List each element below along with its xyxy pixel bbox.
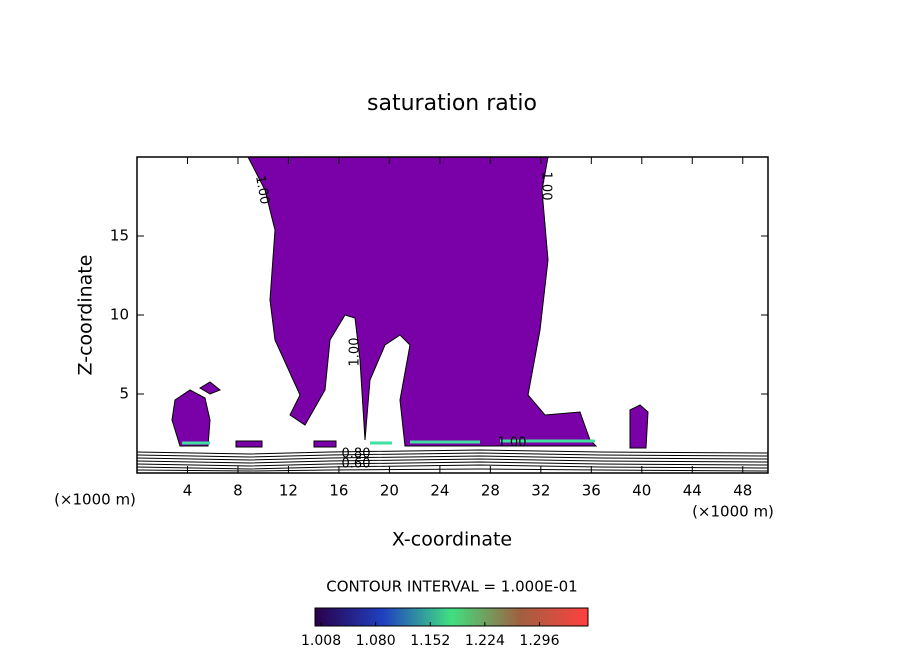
contour-line [136,461,769,467]
supersaturated-region [313,440,337,448]
x-tick-label: 48 [733,482,752,500]
contour-line [136,458,769,464]
x-tick-label: 40 [632,482,651,500]
contour-label: 1.00 [498,436,527,451]
contour-label: 1.00 [539,172,554,201]
colorbar-tick-label: 1.008 [301,633,341,649]
x-tick-label: 44 [683,482,702,500]
contour-line [136,455,769,461]
x-axis-label: X-coordinate [392,529,512,551]
x-unit: (×1000 m) [692,503,774,521]
contour-label: 0.60 [342,457,371,472]
y-tick-label: 15 [110,227,129,245]
x-unit: (×1000 m) [54,491,136,509]
contour-line [136,468,769,472]
contour-label: 0.80 [342,447,371,462]
high-saturation-band [182,439,595,445]
ground-contours [136,449,769,472]
x-tick-label: 24 [430,482,449,500]
contour-label: 1.00 [348,338,363,367]
supersaturated-region [171,389,211,447]
colorbar-tick-label: 1.080 [356,633,396,649]
colorbar [314,607,589,627]
colorbar-tick-label: 1.296 [519,633,559,649]
y-tick-label: 10 [110,306,129,324]
contour-line [136,464,769,470]
contour-line [136,452,769,458]
x-tick-label: 32 [531,482,550,500]
colorbar-title: CONTOUR INTERVAL = 1.000E-01 [326,578,577,596]
supersaturated-region [247,156,598,447]
supersaturated-region [629,404,649,449]
x-tick-label: 12 [279,482,298,500]
y-tick-label: 5 [119,385,129,403]
x-tick-label: 8 [233,482,243,500]
colorbar-tick-label: 1.224 [465,633,505,649]
contour-line [136,449,769,455]
contour-label: 1.00 [252,174,272,205]
x-tick-label: 4 [183,482,193,500]
chart-title: saturation ratio [367,91,537,116]
supersaturated-region [199,381,221,395]
x-tick-label: 28 [481,482,500,500]
colorbar-tick-label: 1.152 [410,633,450,649]
x-tick-label: 36 [582,482,601,500]
contour-labels: 1.00 1.00 1.00 0.80 0.60 1.00 [252,172,553,472]
contour-fill [171,156,649,449]
x-tick-label: 20 [380,482,399,500]
x-tick-label: 16 [329,482,348,500]
y-axis-label: Z-coordinate [75,255,97,376]
supersaturated-region [235,440,263,448]
